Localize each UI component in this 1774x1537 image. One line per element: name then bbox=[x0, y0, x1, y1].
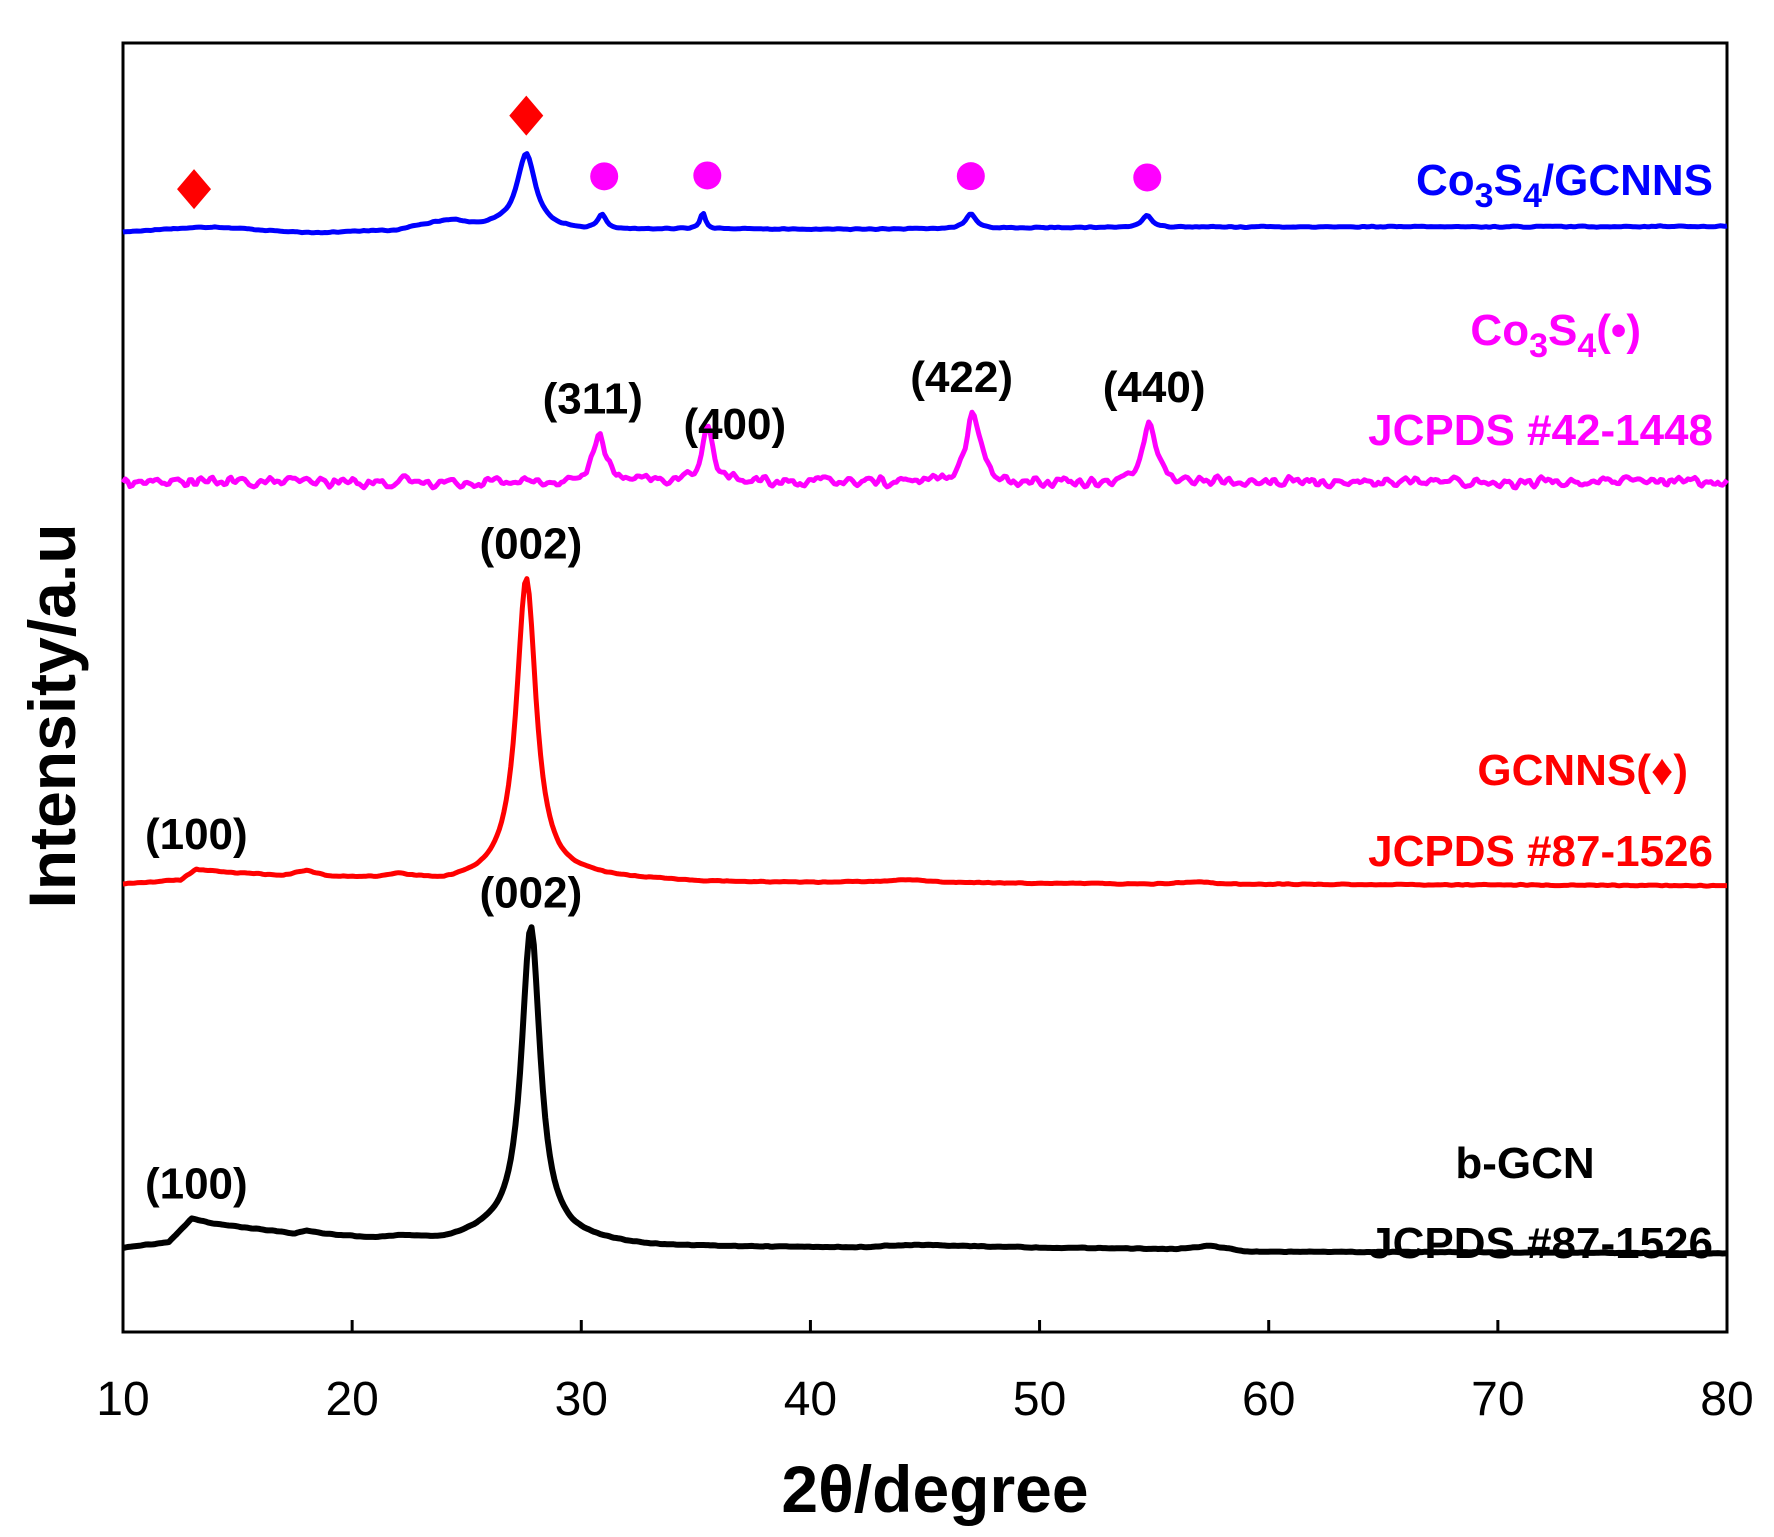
series-gcnns-line bbox=[122, 576, 1728, 889]
x-tick-label: 20 bbox=[325, 1373, 378, 1426]
x-tick-label: 60 bbox=[1242, 1373, 1295, 1426]
x-tick-label: 10 bbox=[96, 1373, 149, 1426]
peak-label: (002) bbox=[480, 520, 583, 569]
peak-label: (400) bbox=[683, 400, 786, 449]
legend-co3s4-ref-s: S bbox=[1548, 306, 1577, 355]
x-tick-label: 30 bbox=[555, 1373, 608, 1426]
y-axis-title: Intensity/a.u bbox=[15, 523, 89, 908]
phase-markers bbox=[177, 95, 1162, 210]
legend-co3s4-gcnns-sub2: 4 bbox=[1523, 177, 1542, 215]
x-axis-title: 2θ/degree bbox=[781, 1452, 1088, 1526]
peak-label: (002) bbox=[480, 868, 583, 917]
legend-co3s4-gcnns-suffix: /GCNNS bbox=[1542, 156, 1713, 205]
legend-co3s4-ref-suffix: (•) bbox=[1596, 306, 1641, 355]
peak-label: (100) bbox=[145, 1159, 248, 1208]
peak-label: (311) bbox=[543, 375, 643, 424]
series-co3s4_ref-line bbox=[120, 409, 1729, 491]
legend-co3s4-ref-sub2: 4 bbox=[1577, 327, 1596, 365]
circle-marker bbox=[956, 162, 985, 191]
legend-bgcn-name: b-GCN bbox=[1455, 1139, 1594, 1188]
peak-label: (440) bbox=[1103, 363, 1206, 412]
peak-label: (422) bbox=[910, 353, 1013, 402]
series-co3s4_gcnns-line bbox=[122, 151, 1728, 236]
legend-bgcn-card: JCPDS #87-1526 bbox=[1368, 1219, 1713, 1268]
legend-co3s4-ref-card: JCPDS #42-1448 bbox=[1368, 406, 1713, 455]
circle-marker bbox=[693, 161, 722, 190]
legend-co3s4-ref: Co3S4(•) bbox=[1470, 306, 1641, 365]
diamond-marker bbox=[177, 169, 212, 210]
peak-label: (100) bbox=[145, 810, 248, 859]
x-tick-label: 80 bbox=[1700, 1373, 1753, 1426]
legend-gcnns-card: JCPDS #87-1526 bbox=[1368, 827, 1713, 876]
x-tick-label: 40 bbox=[784, 1373, 837, 1426]
legend-co3s4-ref-co: Co bbox=[1470, 306, 1529, 355]
plot-frame bbox=[121, 41, 1729, 1334]
diamond-marker bbox=[509, 95, 544, 136]
series-bgcn-line bbox=[122, 924, 1728, 1257]
legend-co3s4-gcnns-s: S bbox=[1494, 156, 1523, 205]
peak-labels: (100) (002) (100) (002) (311) (400) (422) (440) bbox=[145, 353, 1206, 1208]
legend-co3s4-gcnns: Co3S4/GCNNS bbox=[1416, 156, 1713, 215]
legend-co3s4-gcnns-co: Co bbox=[1416, 156, 1475, 205]
legend-co3s4-ref-sub1: 3 bbox=[1529, 327, 1548, 365]
legend-co3s4-gcnns-sub1: 3 bbox=[1475, 177, 1494, 215]
x-tick-label: 70 bbox=[1471, 1373, 1524, 1426]
legend-gcnns-name: GCNNS(♦) bbox=[1477, 746, 1688, 795]
circle-marker bbox=[590, 162, 619, 191]
xrd-curves bbox=[120, 151, 1729, 1257]
circle-marker bbox=[1133, 163, 1162, 192]
x-tick-label: 50 bbox=[1013, 1373, 1066, 1426]
x-axis-ticks: 10 20 30 40 50 60 70 80 bbox=[96, 1320, 1754, 1426]
